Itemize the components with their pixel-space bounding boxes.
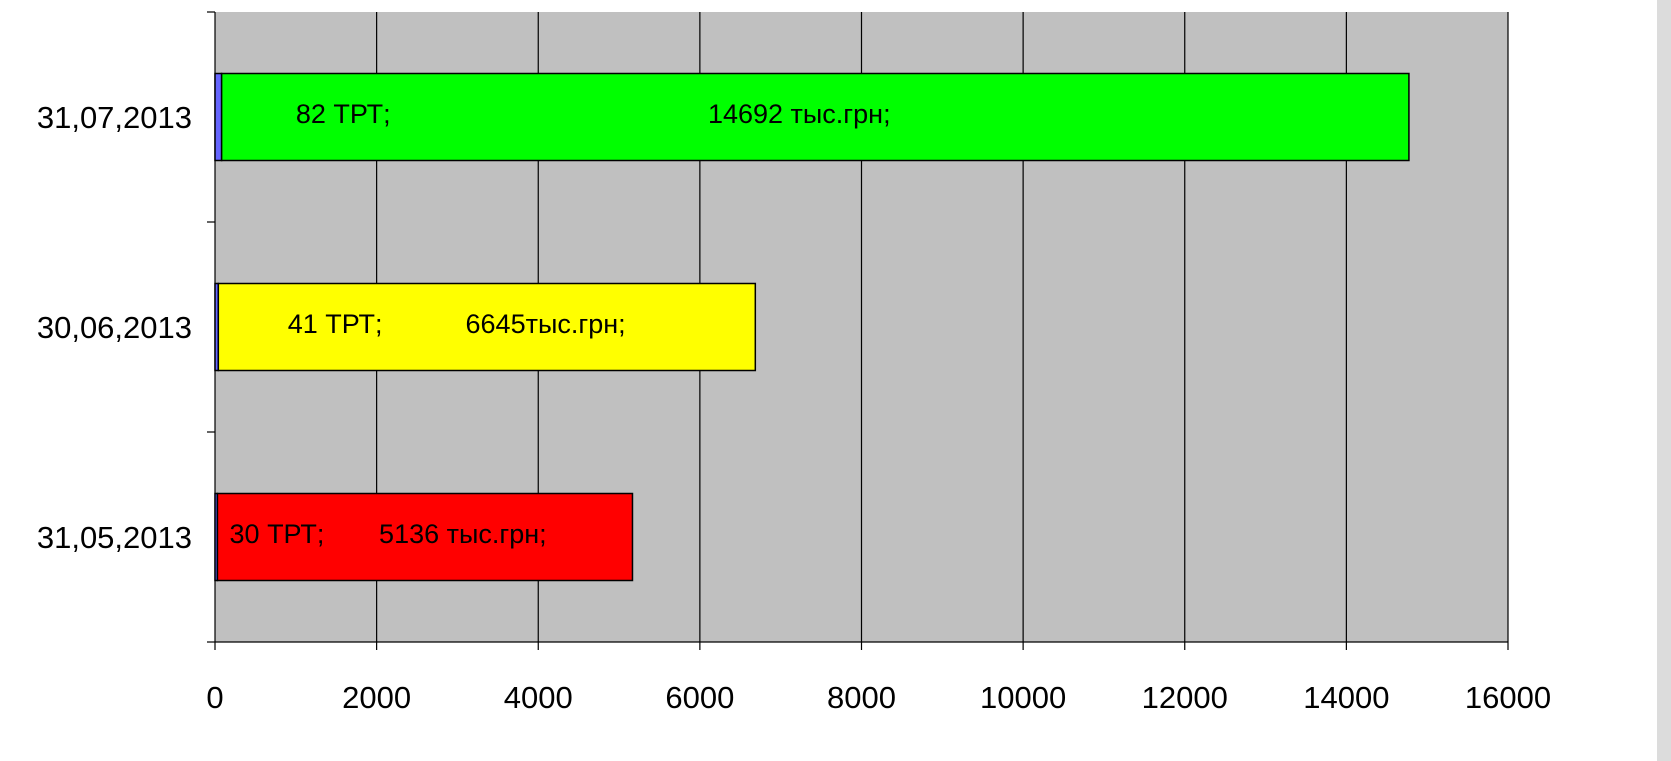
bar-count-label: 41 ТРТ; [288, 309, 383, 339]
bar-segment-value [217, 282, 757, 372]
bar-count-label: 30 ТРТ; [230, 519, 325, 549]
x-tick-label: 10000 [980, 680, 1066, 715]
x-tick-label: 6000 [665, 680, 734, 715]
x-tick-labels: 0 2000 4000 6000 8000 10000 12000 14000 16000 [206, 680, 1551, 715]
x-tick-label: 8000 [827, 680, 896, 715]
x-tick-label: 2000 [342, 680, 411, 715]
bar-segment-value [220, 72, 1410, 162]
y-category-label: 31,05,2013 [37, 520, 192, 555]
y-category-label: 30,06,2013 [37, 310, 192, 345]
y-category-label: 31,07,2013 [37, 100, 192, 135]
bar-segment-value [216, 492, 634, 582]
window-edge [1657, 0, 1671, 761]
bar-value-label: 6645тыс.грн; [466, 309, 626, 339]
bar-count-label: 82 ТРТ; [296, 99, 391, 129]
x-tick-label: 12000 [1142, 680, 1228, 715]
x-tick-label: 14000 [1303, 680, 1389, 715]
x-tick-label: 4000 [504, 680, 573, 715]
bar-segment-count [214, 72, 223, 162]
bar-value-label: 14692 тыс.грн; [708, 99, 891, 129]
x-tick-label: 16000 [1465, 680, 1551, 715]
y-tick-labels: 31,05,2013 30,06,2013 31,07,2013 [37, 100, 192, 555]
x-tick-label: 0 [206, 680, 223, 715]
bars: 30 ТРТ; 5136 тыс.грн; 41 ТРТ; 6645тыс.грн; 8… [214, 72, 1410, 582]
bar-value-label: 5136 тыс.грн; [379, 519, 547, 549]
